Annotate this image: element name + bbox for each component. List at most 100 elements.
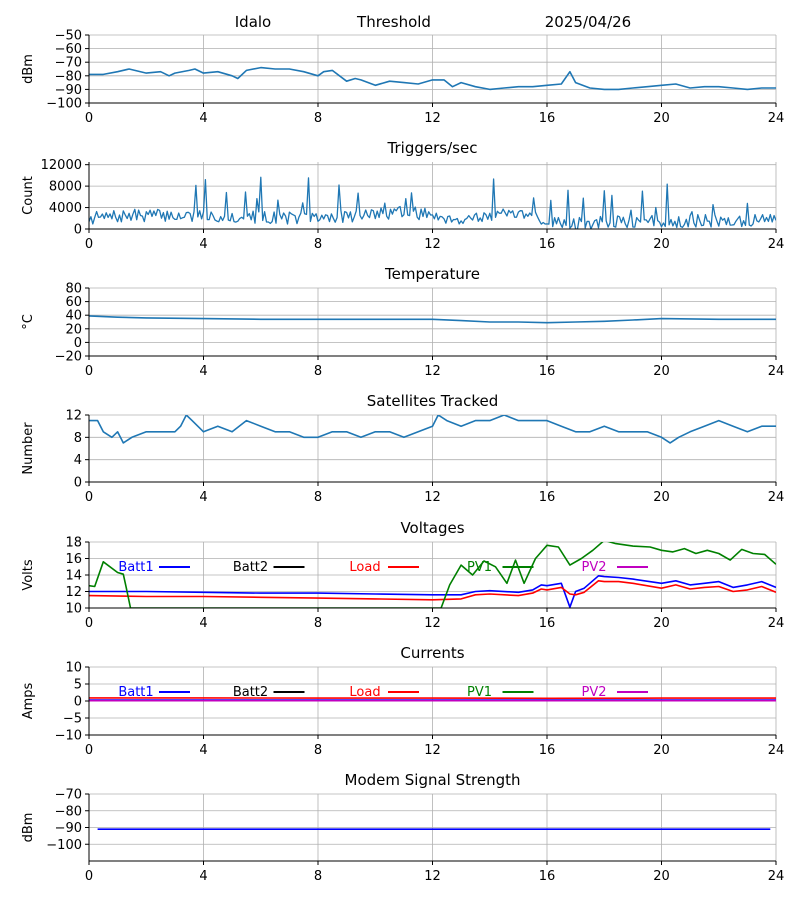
x-tick-label: 8 <box>314 111 322 126</box>
x-tick-label: 20 <box>653 616 670 631</box>
panel-title: Satellites Tracked <box>367 392 498 410</box>
x-tick-label: 16 <box>539 111 556 126</box>
x-tick-label: 12 <box>424 616 441 631</box>
x-tick-label: 12 <box>424 490 441 505</box>
panel-title: Triggers/sec <box>387 139 478 157</box>
x-tick-label: 24 <box>768 111 785 126</box>
x-tick-label: 24 <box>768 869 785 884</box>
x-tick-label: 0 <box>85 237 93 252</box>
y-tick-label: −20 <box>55 350 82 365</box>
x-tick-label: 16 <box>539 237 556 252</box>
x-tick-label: 0 <box>85 869 93 884</box>
legend-label-pv2: PV2 <box>581 685 606 700</box>
panel-title: Voltages <box>400 519 464 537</box>
y-axis-label: °C <box>21 314 36 330</box>
y-tick-label: −10 <box>55 729 82 744</box>
x-tick-label: 12 <box>424 869 441 884</box>
x-tick-label: 4 <box>199 743 207 758</box>
y-tick-label: 80 <box>65 282 82 297</box>
x-tick-label: 24 <box>768 490 785 505</box>
x-tick-label: 24 <box>768 743 785 758</box>
x-tick-label: 0 <box>85 490 93 505</box>
legend-label-pv2: PV2 <box>581 560 606 575</box>
y-tick-label: 60 <box>65 295 82 310</box>
legend-label-load: Load <box>349 560 380 575</box>
y-tick-label: 40 <box>65 309 82 324</box>
x-tick-label: 16 <box>539 869 556 884</box>
x-tick-label: 20 <box>653 111 670 126</box>
y-tick-label: 18 <box>65 536 82 551</box>
x-tick-label: 4 <box>199 111 207 126</box>
x-tick-label: 8 <box>314 743 322 758</box>
y-tick-label: −50 <box>55 29 82 44</box>
legend-label-batt1: Batt1 <box>118 560 153 575</box>
x-tick-label: 0 <box>85 616 93 631</box>
x-tick-label: 20 <box>653 869 670 884</box>
y-tick-label: −5 <box>63 712 82 727</box>
y-tick-label: 4 <box>74 453 82 468</box>
y-tick-label: −90 <box>55 83 82 98</box>
threshold-label: Threshold <box>356 13 431 31</box>
x-tick-label: 8 <box>314 237 322 252</box>
x-tick-label: 12 <box>424 237 441 252</box>
x-tick-label: 4 <box>199 869 207 884</box>
legend-label-batt2: Batt2 <box>233 560 268 575</box>
y-axis-label: Volts <box>21 559 36 591</box>
y-tick-label: 0 <box>74 223 82 238</box>
y-tick-label: 20 <box>65 322 82 337</box>
y-axis-label: dBm <box>21 54 36 84</box>
y-tick-label: 14 <box>65 569 82 584</box>
x-tick-label: 24 <box>768 237 785 252</box>
y-tick-label: −100 <box>46 97 82 112</box>
x-tick-label: 20 <box>653 743 670 758</box>
y-axis-label: Number <box>21 422 36 475</box>
y-tick-label: 0 <box>74 476 82 491</box>
x-tick-label: 4 <box>199 237 207 252</box>
y-tick-label: −70 <box>55 788 82 803</box>
x-tick-label: 8 <box>314 490 322 505</box>
plot-area <box>89 698 776 701</box>
x-tick-label: 24 <box>768 616 785 631</box>
panel-title: Temperature <box>384 265 480 283</box>
y-tick-label: −80 <box>55 804 82 819</box>
y-tick-label: 4000 <box>49 201 82 216</box>
x-tick-label: 8 <box>314 616 322 631</box>
panel-title: Modem Signal Strength <box>345 771 521 789</box>
y-tick-label: 16 <box>65 552 82 567</box>
y-axis-label: dBm <box>21 813 36 843</box>
y-axis-label: Amps <box>21 682 36 719</box>
y-tick-label: 10 <box>65 661 82 676</box>
y-tick-label: −100 <box>46 838 82 853</box>
legend-label-pv1: PV1 <box>467 560 492 575</box>
x-tick-label: 20 <box>653 237 670 252</box>
x-tick-label: 0 <box>85 364 93 379</box>
y-tick-label: 12 <box>65 585 82 600</box>
legend-label-load: Load <box>349 685 380 700</box>
x-tick-label: 20 <box>653 490 670 505</box>
x-tick-label: 12 <box>424 364 441 379</box>
x-tick-label: 24 <box>768 364 785 379</box>
y-tick-label: −90 <box>55 821 82 836</box>
legend-label-pv1: PV1 <box>467 685 492 700</box>
x-tick-label: 0 <box>85 111 93 126</box>
x-tick-label: 20 <box>653 364 670 379</box>
x-tick-label: 16 <box>539 616 556 631</box>
x-tick-label: 8 <box>314 364 322 379</box>
x-tick-label: 12 <box>424 743 441 758</box>
y-tick-label: 8 <box>74 431 82 446</box>
panel-title: Currents <box>400 644 464 662</box>
y-tick-label: 8000 <box>49 180 82 195</box>
x-tick-label: 16 <box>539 490 556 505</box>
x-tick-label: 16 <box>539 364 556 379</box>
y-tick-label: 0 <box>74 695 82 710</box>
y-tick-label: −60 <box>55 42 82 57</box>
y-tick-label: 10 <box>65 602 82 617</box>
